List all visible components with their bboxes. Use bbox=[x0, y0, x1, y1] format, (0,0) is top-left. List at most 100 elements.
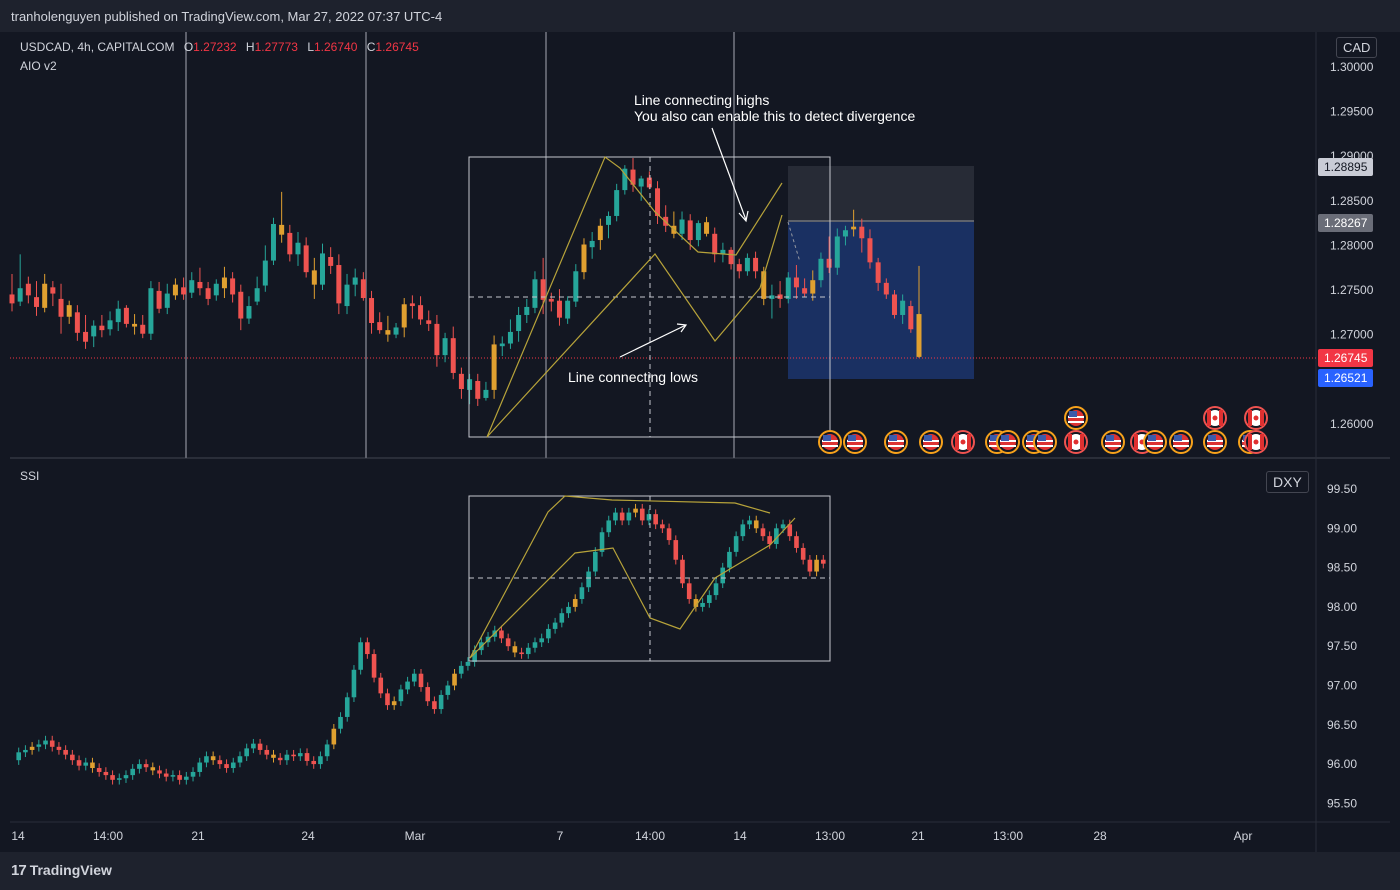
ssi-candle bbox=[318, 756, 323, 765]
ssi-candle bbox=[774, 528, 779, 545]
ssi-lows-connector bbox=[469, 517, 796, 659]
compare-symbol-button[interactable]: DXY bbox=[1266, 471, 1309, 493]
ssi-tick-label: 98.50 bbox=[1327, 561, 1357, 575]
ssi-candle bbox=[666, 528, 672, 541]
usdcad-candle bbox=[123, 307, 129, 324]
ssi-candle bbox=[465, 661, 471, 666]
usdcad-candle bbox=[638, 178, 644, 187]
usdcad-candle bbox=[785, 277, 791, 299]
ssi-candle bbox=[713, 583, 719, 596]
ssi-candle bbox=[237, 756, 243, 763]
usdcad-candle bbox=[369, 298, 375, 324]
time-tick-label: 14:00 bbox=[93, 829, 123, 843]
usdcad-candle bbox=[25, 283, 31, 296]
usdcad-candle bbox=[83, 331, 89, 342]
currency-button[interactable]: CAD bbox=[1336, 37, 1378, 58]
time-tick-label: 13:00 bbox=[993, 829, 1023, 843]
sub-pane-label[interactable]: SSI bbox=[20, 469, 40, 483]
ssi-candle bbox=[639, 508, 645, 521]
flag-stripe bbox=[888, 445, 904, 447]
ssi-candle bbox=[184, 776, 189, 780]
ssi-candle bbox=[365, 642, 370, 655]
ssi-candle bbox=[499, 630, 504, 639]
ssi-candle bbox=[727, 551, 732, 568]
flag-stripe bbox=[1000, 445, 1016, 447]
ssi-candle bbox=[525, 647, 531, 655]
flag-canton bbox=[990, 435, 998, 441]
ssi-candle bbox=[163, 773, 169, 777]
price-tick-label: 1.27500 bbox=[1330, 283, 1374, 297]
usdcad-candle bbox=[9, 294, 15, 304]
usdcad-candle bbox=[646, 177, 652, 188]
flag-canton bbox=[848, 435, 856, 441]
usdcad-candle bbox=[189, 280, 195, 293]
flag-leaf bbox=[1253, 439, 1259, 445]
price-tick-label: 1.28500 bbox=[1330, 194, 1374, 208]
ssi-candle bbox=[90, 762, 95, 769]
ssi-tick-label: 97.50 bbox=[1327, 639, 1357, 653]
ssi-candle bbox=[391, 701, 397, 706]
lows-connector bbox=[486, 214, 783, 438]
footer-bar bbox=[0, 852, 1400, 890]
usdcad-candle bbox=[287, 232, 293, 255]
usdcad-candle bbox=[303, 245, 309, 273]
usdcad-candle bbox=[99, 325, 105, 331]
ssi-candle bbox=[539, 638, 544, 643]
flag-stripe bbox=[1037, 445, 1053, 447]
flag-stripe bbox=[847, 445, 863, 447]
tradingview-logo[interactable]: 17 TradingView bbox=[11, 862, 112, 879]
ssi-candle bbox=[800, 547, 806, 560]
ssi-candle bbox=[197, 762, 203, 772]
usdcad-candle bbox=[434, 323, 440, 356]
usdcad-candle bbox=[205, 288, 211, 299]
us-flag-icon bbox=[818, 430, 842, 454]
ssi-candle bbox=[385, 693, 390, 706]
usdcad-candle bbox=[630, 169, 636, 185]
ssi-candle bbox=[693, 599, 699, 607]
ssi-candle bbox=[579, 587, 585, 600]
us-flag-icon bbox=[996, 430, 1020, 454]
ssi-tick-label: 99.50 bbox=[1327, 482, 1357, 496]
flag-stripe bbox=[923, 445, 939, 447]
usdcad-candle bbox=[540, 279, 546, 300]
ssi-candle bbox=[298, 753, 303, 757]
usdcad-candle bbox=[458, 373, 464, 390]
ssi-candle bbox=[619, 512, 625, 521]
ssi-candle bbox=[244, 748, 249, 757]
ssi-candle bbox=[794, 536, 799, 548]
flag-leaf bbox=[1253, 415, 1259, 421]
usdcad-candle bbox=[891, 294, 897, 315]
time-tick-label: 21 bbox=[911, 829, 925, 843]
usdcad-candle bbox=[883, 282, 889, 295]
usdcad-candle bbox=[687, 220, 693, 241]
ssi-candle bbox=[344, 697, 350, 717]
ssi-candle bbox=[177, 775, 182, 780]
symbol-name[interactable]: USDCAD, 4h, CAPITALCOM bbox=[20, 40, 175, 54]
ssi-candle bbox=[820, 559, 826, 564]
projection-line bbox=[787, 221, 801, 263]
ssi-candle bbox=[405, 681, 410, 690]
usdcad-candle bbox=[352, 277, 358, 285]
usdcad-candle bbox=[107, 320, 113, 330]
flag-stripe bbox=[1207, 445, 1223, 447]
indicator-name[interactable]: AIO v2 bbox=[20, 59, 57, 73]
entry-price-badge: 1.28267 bbox=[1318, 214, 1374, 232]
flag-stripe bbox=[1173, 445, 1189, 447]
ssi-candle bbox=[432, 701, 437, 710]
usdcad-candle bbox=[401, 304, 407, 328]
ssi-candle bbox=[438, 694, 444, 710]
ssi-candle bbox=[780, 524, 786, 529]
usdcad-candle bbox=[744, 257, 750, 272]
ssi-candle bbox=[304, 753, 310, 761]
ssi-candle bbox=[96, 768, 102, 772]
ssi-candle bbox=[398, 689, 404, 702]
flag-canton bbox=[1174, 435, 1182, 441]
ssi-candle bbox=[512, 646, 518, 653]
ssi-candle bbox=[284, 754, 290, 761]
usdcad-candle bbox=[720, 249, 726, 255]
time-tick-label: 21 bbox=[191, 829, 205, 843]
usdcad-candle bbox=[581, 244, 587, 273]
annotation-lows: Line connecting lows bbox=[568, 369, 698, 385]
usdcad-candle bbox=[221, 277, 227, 289]
